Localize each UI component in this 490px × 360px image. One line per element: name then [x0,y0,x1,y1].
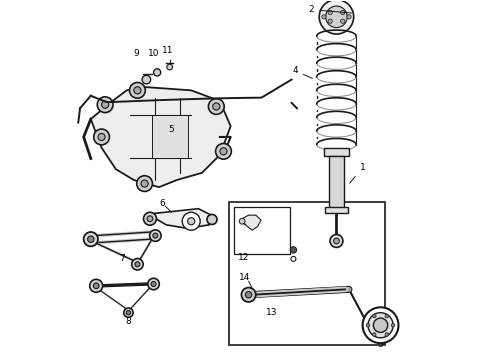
Circle shape [148,278,159,290]
Circle shape [239,219,245,224]
Circle shape [149,230,161,241]
Circle shape [147,216,153,222]
Polygon shape [241,215,261,230]
Circle shape [124,308,133,318]
Circle shape [363,307,398,343]
Text: 1: 1 [350,163,366,183]
Circle shape [141,180,148,187]
Circle shape [153,69,161,76]
Polygon shape [91,87,231,187]
Circle shape [132,258,143,270]
Bar [229,202,385,345]
Text: 6: 6 [160,199,166,208]
Bar [329,156,344,209]
Bar [152,116,188,158]
Text: 4: 4 [293,66,313,78]
Circle shape [182,212,200,230]
Circle shape [144,212,156,225]
Circle shape [319,0,354,34]
Text: 7: 7 [119,255,125,264]
Circle shape [93,283,99,289]
Circle shape [94,129,109,145]
Circle shape [167,64,172,70]
Circle shape [188,218,195,225]
Circle shape [242,288,256,302]
Circle shape [392,323,395,327]
Text: 11: 11 [162,46,173,55]
Circle shape [334,238,339,244]
Circle shape [328,10,332,15]
Circle shape [142,75,151,84]
Circle shape [84,232,98,246]
Text: 9: 9 [134,49,140,58]
Text: 12: 12 [238,253,249,262]
Circle shape [220,148,227,155]
Circle shape [330,234,343,247]
Circle shape [134,87,141,94]
Text: 2: 2 [309,5,352,14]
Bar [325,207,348,213]
Circle shape [290,247,296,253]
Circle shape [97,97,113,113]
Text: 13: 13 [266,308,278,317]
Circle shape [373,318,388,332]
Circle shape [98,134,105,140]
Circle shape [368,313,393,338]
Text: 5: 5 [169,125,174,134]
Circle shape [137,176,152,192]
Circle shape [366,323,370,327]
Circle shape [129,82,146,98]
Text: 10: 10 [148,49,159,58]
Circle shape [341,10,345,15]
Text: 3: 3 [377,341,383,350]
Circle shape [372,333,376,336]
Circle shape [153,233,158,238]
Circle shape [347,15,351,19]
Circle shape [372,314,376,318]
Circle shape [126,311,131,315]
Circle shape [322,15,326,19]
Polygon shape [148,209,213,228]
Circle shape [101,101,109,108]
Circle shape [213,103,220,110]
Circle shape [88,236,94,242]
Circle shape [341,19,345,23]
Circle shape [385,314,389,318]
Circle shape [208,99,224,114]
Circle shape [135,262,140,267]
Text: 8: 8 [125,317,131,326]
Circle shape [326,6,347,28]
Circle shape [385,333,389,336]
Bar [234,207,290,253]
Bar [324,148,349,156]
Circle shape [207,215,217,225]
Circle shape [151,282,156,287]
Circle shape [216,143,231,159]
Text: 14: 14 [239,273,250,282]
Circle shape [328,19,332,23]
Circle shape [245,292,252,298]
Circle shape [90,279,102,292]
